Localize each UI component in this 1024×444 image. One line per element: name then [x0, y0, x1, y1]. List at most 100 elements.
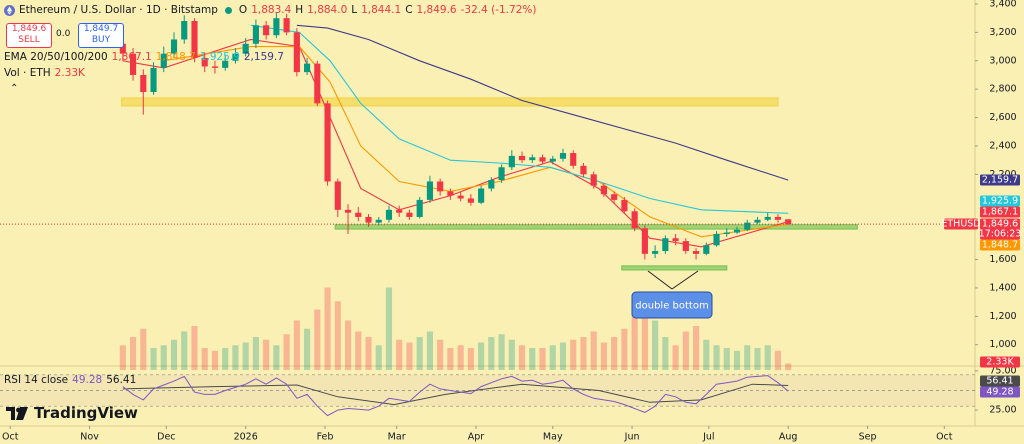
price-tag [944, 218, 978, 230]
volume-bar [293, 320, 300, 370]
volume-bar [508, 339, 515, 370]
candle-body [764, 216, 771, 220]
candle-body [672, 238, 679, 242]
candle-body [529, 157, 536, 161]
candle-body [232, 53, 239, 61]
candle-body [355, 212, 362, 217]
candle-body [396, 209, 403, 213]
ema-legend[interactable]: EMA 20/50/100/200 1,867.1 1,848.7 1,925.9 2… [4, 51, 284, 63]
candle-body [324, 103, 331, 182]
candle-body [467, 198, 474, 203]
y-tick-label: 3,400 [989, 0, 1016, 9]
price-change: -32.4 (-1.72%) [460, 4, 537, 16]
spread-value: 0.0 [56, 29, 71, 39]
candle-body [304, 63, 311, 73]
volume-bar [723, 348, 730, 370]
candle-body [590, 174, 597, 186]
y-tick-label: 3,200 [989, 27, 1016, 38]
candle-body [774, 216, 782, 220]
y-tick-label: 75.00 [989, 365, 1016, 376]
candle-body [375, 219, 382, 223]
volume-bar [283, 334, 290, 370]
ema-line [296, 24, 789, 181]
volume-legend[interactable]: Vol · ETH 2.33K [4, 67, 85, 79]
volume-bar [631, 309, 638, 370]
volume-bar [232, 345, 239, 370]
volume-bar [600, 342, 608, 370]
candle-body [652, 251, 659, 254]
symbol-title[interactable]: Ethereum / U.S. Dollar · 1D · Bitstamp [19, 4, 218, 16]
volume-bar [242, 342, 249, 370]
candle-body [416, 199, 423, 217]
candle-body [140, 74, 147, 93]
ema-label: EMA 20/50/100/200 [4, 51, 108, 63]
rsi-label: RSI 14 close [4, 374, 69, 386]
price-tag-label: ETHUSD [941, 219, 980, 230]
candle-body [263, 25, 270, 36]
x-tick-label: Aug [779, 432, 798, 443]
symbol-header: Ethereum / U.S. Dollar · 1D · Bitstamp O… [4, 4, 536, 16]
market-status [224, 6, 232, 14]
rsi-legend[interactable]: RSI 14 close 49.28 56.41 [4, 374, 136, 386]
buy-label: BUY [91, 35, 111, 45]
candle-body [713, 233, 720, 246]
volume-bar [334, 301, 341, 370]
price-tag [980, 386, 1020, 398]
price-zone [120, 97, 779, 107]
price-tag-label: 2,159.7 [982, 175, 1018, 186]
ema-line [250, 24, 789, 214]
y-tick-label: 1,600 [989, 254, 1016, 265]
rsi-ma-line [122, 383, 789, 406]
candle-body [631, 211, 638, 229]
candle-body [314, 63, 321, 104]
volume-bar [211, 350, 219, 370]
collapse-button[interactable]: ⌃ [10, 83, 19, 94]
price-tag [980, 195, 1020, 207]
y-tick-label: 1,200 [989, 311, 1016, 322]
candle-body [385, 209, 393, 220]
volume-bar [385, 287, 393, 370]
price-tag [980, 218, 1020, 230]
price-tag [980, 239, 1020, 251]
volume-bar [263, 339, 270, 370]
ema-value: 1,867.1 [111, 51, 152, 63]
volume-bar [375, 345, 382, 370]
x-tick-label: Apr [468, 432, 485, 443]
volume-bar [570, 339, 577, 370]
candle-body [191, 21, 198, 58]
candle-body [334, 181, 341, 210]
candle-body [130, 53, 137, 75]
volume-bar [467, 348, 474, 370]
y-tick-label: 2,600 [989, 112, 1016, 123]
candle-body [201, 57, 208, 67]
x-tick-label: Sep [859, 432, 877, 443]
volume-bar [252, 337, 259, 370]
volume-bar [416, 337, 423, 370]
candle-body [703, 245, 710, 254]
buy-button[interactable]: 1,849.7 BUY [78, 23, 124, 48]
rsi-line [122, 375, 789, 417]
candle-body [498, 167, 505, 181]
candle-body [252, 25, 259, 44]
candle-body [242, 43, 249, 54]
candle-body [754, 219, 761, 223]
sell-button[interactable]: 1,849.6 SELL [6, 23, 52, 48]
volume-bar [549, 345, 556, 370]
x-tick-label: Jul [702, 432, 714, 443]
ohlc-label: C [405, 4, 413, 16]
ohlc-value: 1,883.4 [251, 4, 292, 16]
volume-bar [426, 331, 433, 370]
volume-bar [611, 337, 618, 370]
y-tick-label: 1,000 [989, 339, 1016, 350]
logo[interactable]: TradingView [6, 404, 138, 422]
buy-price: 1,849.7 [83, 24, 119, 34]
volume-bar [181, 331, 188, 370]
volume-bar [314, 309, 321, 370]
volume-bar [304, 328, 311, 370]
candle-body [160, 53, 167, 68]
candle-body [570, 153, 577, 166]
candle-body [744, 222, 751, 230]
volume-bar [539, 348, 546, 370]
volume-bar [785, 363, 792, 370]
ohlc-value: 1,849.6 [416, 4, 457, 16]
